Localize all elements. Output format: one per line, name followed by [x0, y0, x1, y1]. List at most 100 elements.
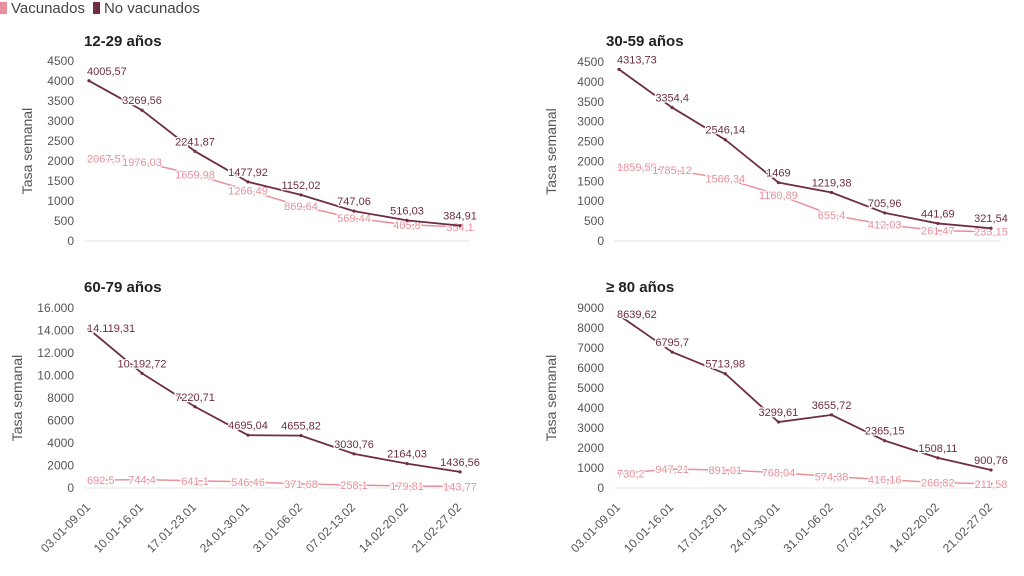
data-label-vacunados: 143,77 — [443, 481, 477, 493]
data-point-no-vacunados — [193, 405, 197, 409]
chart-80-a-os: ≥ 80 años Tasa semanal 0 1000 2000 3000 4000 50… — [543, 279, 1009, 555]
x-tick-label: 17.01-23.01 — [144, 500, 199, 555]
data-point-vacunados — [936, 228, 940, 233]
data-point-no-vacunados — [299, 434, 303, 438]
y-tick-label: 2000 — [47, 459, 74, 473]
data-point-vacunados — [193, 479, 197, 483]
y-tick-label: 2000 — [47, 154, 74, 168]
data-label-no-vacunados: 14.119,31 — [87, 323, 135, 335]
series-line-vacunados — [618, 166, 992, 233]
y-tick-label: 1500 — [577, 174, 604, 188]
data-point-vacunados — [87, 478, 91, 482]
y-axis-label: Tasa semanal — [543, 355, 559, 441]
data-label-no-vacunados: 6795,7 — [655, 337, 689, 349]
data-point-vacunados — [246, 480, 250, 484]
data-point-no-vacunados — [989, 468, 993, 472]
y-tick-label: 2500 — [577, 135, 604, 149]
data-label-vacunados: 261,47 — [921, 226, 955, 238]
data-label-vacunados: 1976,03 — [122, 157, 162, 169]
data-point-vacunados — [670, 467, 674, 471]
data-point-no-vacunados — [829, 190, 834, 195]
y-axis-label: Tasa semanal — [19, 108, 35, 194]
data-label-no-vacunados: 5713,98 — [705, 359, 745, 371]
y-axis-label: Tasa semanal — [543, 108, 559, 194]
x-tick-label: 21.02-27.02 — [940, 500, 995, 555]
legend-item-no-vacunados[interactable]: No vacunados — [92, 0, 200, 17]
data-label-no-vacunados: 2164,03 — [387, 449, 427, 461]
y-tick-label: 2000 — [577, 154, 604, 168]
data-label-vacunados: 258,1 — [340, 480, 368, 492]
data-label-no-vacunados: 1508,11 — [918, 443, 957, 455]
y-tick-label: 5000 — [577, 381, 604, 395]
series-line-no-vacunados — [618, 314, 992, 471]
data-point-vacunados — [299, 204, 303, 208]
data-point-vacunados — [352, 216, 356, 220]
data-label-no-vacunados: 8639,62 — [617, 309, 657, 321]
data-point-no-vacunados — [776, 420, 781, 424]
data-point-no-vacunados — [723, 372, 727, 376]
y-tick-label: 16.000 — [37, 301, 74, 315]
data-label-no-vacunados: 1469 — [766, 168, 790, 180]
data-label-no-vacunados: 4655,82 — [281, 421, 321, 433]
data-label-no-vacunados: 516,03 — [390, 205, 424, 217]
data-label-vacunados: 569,44 — [337, 213, 371, 225]
data-label-vacunados: 546,46 — [231, 477, 265, 489]
data-point-vacunados — [883, 223, 887, 227]
data-point-vacunados — [405, 223, 409, 227]
data-label-no-vacunados: 10.192,72 — [118, 358, 167, 370]
x-tick-label: 03.01-09.01 — [568, 500, 623, 555]
data-point-no-vacunados — [246, 433, 250, 437]
data-point-vacunados — [989, 230, 993, 234]
series-line-vacunados — [618, 468, 992, 485]
y-tick-label: 1500 — [47, 174, 74, 188]
data-point-vacunados — [829, 213, 834, 217]
series-line-no-vacunados — [88, 79, 461, 227]
x-tick-label: 24.01-30.01 — [727, 500, 782, 555]
data-label-vacunados: 655,4 — [818, 210, 846, 222]
y-tick-label: 1000 — [577, 194, 604, 208]
chart-60-79-a-os: 60-79 años Tasa semanal 0 2000 4000 6000 8000 1… — [9, 279, 481, 555]
data-label-vacunados: 1266,49 — [228, 185, 268, 197]
data-point-vacunados — [936, 481, 940, 485]
data-label-no-vacunados: 3655,72 — [812, 400, 852, 412]
data-point-vacunados — [352, 483, 356, 487]
data-point-vacunados — [723, 468, 727, 472]
data-label-vacunados: 730,2 — [617, 468, 645, 480]
x-tick-label: 17.01-23.01 — [674, 500, 729, 555]
data-label-no-vacunados: 3354,4 — [655, 93, 689, 105]
data-label-vacunados: 692,5 — [87, 475, 115, 487]
data-point-vacunados — [299, 482, 303, 486]
y-tick-label: 0 — [67, 234, 74, 248]
data-point-no-vacunados — [936, 456, 940, 460]
data-point-vacunados — [883, 478, 887, 482]
data-point-no-vacunados — [936, 221, 940, 226]
data-label-no-vacunados: 384,91 — [443, 211, 477, 223]
legend-item-vacunados[interactable]: Vacunados — [0, 0, 85, 17]
data-point-no-vacunados — [617, 67, 621, 72]
y-tick-label: 500 — [54, 214, 74, 228]
data-point-no-vacunados — [829, 413, 834, 417]
data-label-vacunados: 1659,98 — [175, 170, 215, 182]
chart-title: 30-59 años — [606, 33, 684, 50]
data-point-no-vacunados — [352, 452, 356, 456]
data-label-vacunados: 233,15 — [974, 227, 1008, 239]
y-tick-label: 6000 — [577, 361, 604, 375]
data-label-no-vacunados: 2241,87 — [175, 136, 215, 148]
data-label-no-vacunados: 2546,14 — [705, 125, 745, 137]
series-line-no-vacunados — [618, 68, 992, 230]
data-label-vacunados: 405,8 — [393, 220, 421, 232]
data-point-no-vacunados — [87, 79, 91, 83]
data-point-no-vacunados — [193, 149, 197, 153]
x-tick-label: 31.01-06.02 — [780, 500, 835, 555]
data-point-vacunados — [405, 484, 409, 488]
y-tick-label: 9000 — [577, 301, 604, 315]
data-point-no-vacunados — [776, 180, 781, 185]
data-label-vacunados: 371,68 — [284, 479, 318, 491]
y-tick-label: 4000 — [47, 74, 74, 88]
y-tick-label: 4000 — [47, 436, 74, 450]
legend-label-vacunados: Vacunados — [11, 0, 85, 17]
data-point-no-vacunados — [246, 180, 250, 184]
chart-12-29-a-os: 12-29 años Tasa semanal 0 500 1000 1500 2000 25… — [19, 33, 478, 248]
data-label-no-vacunados: 441,69 — [921, 208, 955, 220]
